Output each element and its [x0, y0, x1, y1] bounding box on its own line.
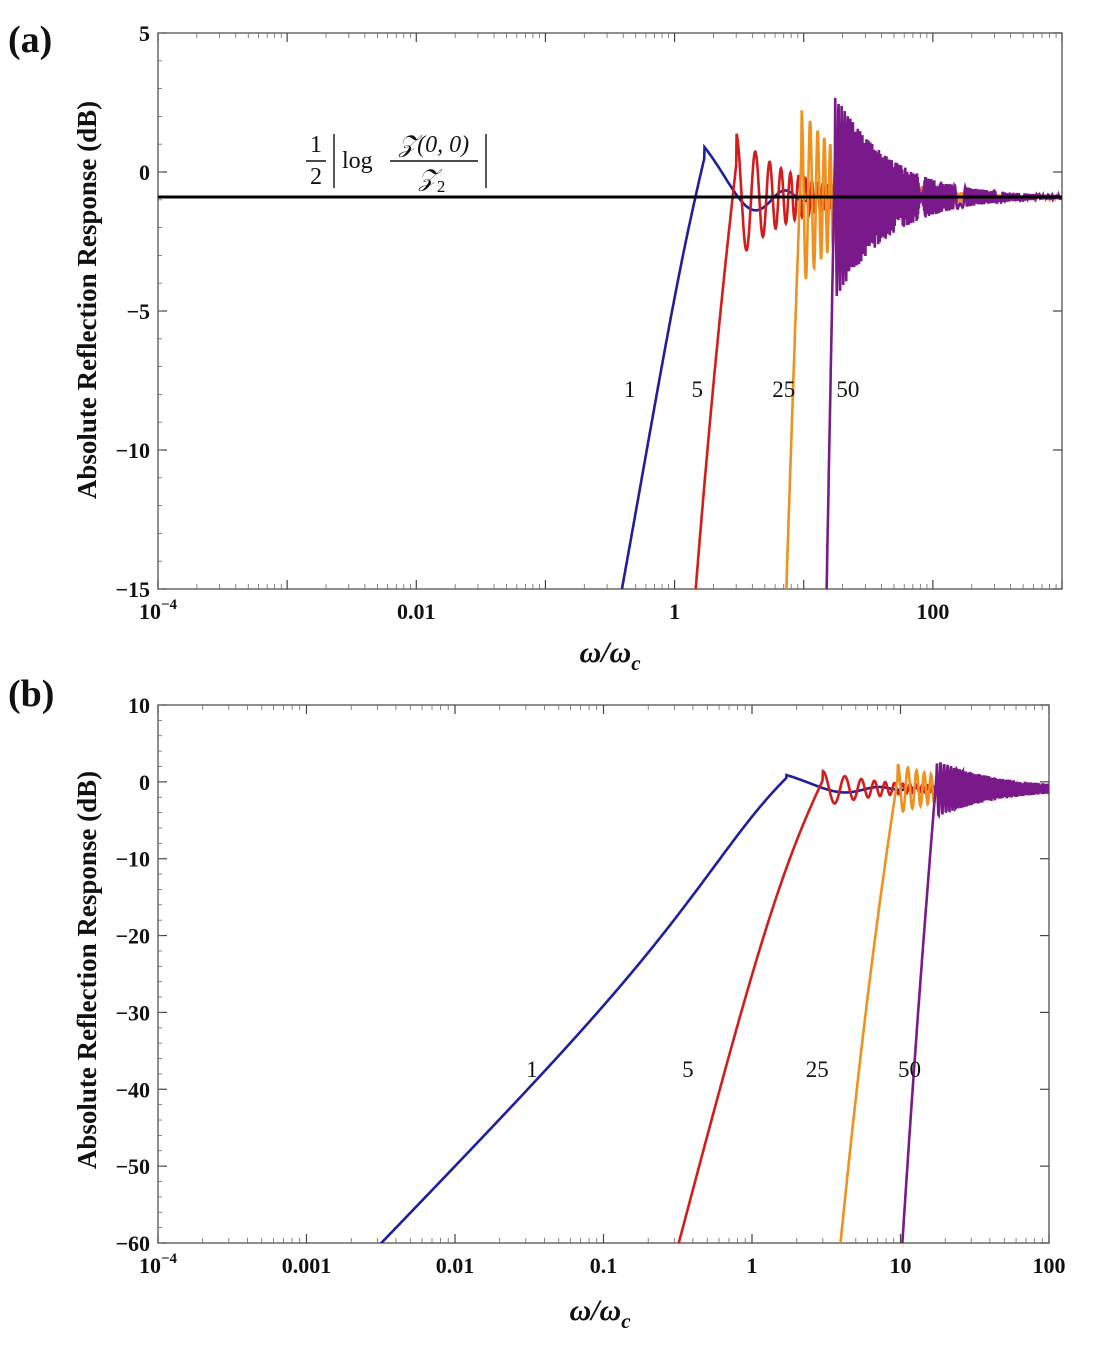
panel-b-x-ticks: 10−4 0.001 0.01 0.1 1 10 100	[139, 705, 1066, 1278]
panel-b-y-ticks: 10 0 −10 −20 −30 −40 −50 −60	[115, 693, 1049, 1256]
panel-b: (b) 100−10−20−30−40−50−60 10−4 0.001 0.01 0…	[8, 673, 1066, 1333]
annotation-denominator: 𝒵2	[418, 166, 446, 196]
x-tick-label: 10−4	[139, 597, 178, 624]
y-tick-label: 0	[139, 770, 150, 795]
x-tick-label: 100	[1033, 1253, 1066, 1278]
panel-a-asymptote-annotation: 1 2 log 𝒵(0, 0) 𝒵2	[306, 132, 487, 196]
y-tick-label: −10	[115, 438, 150, 463]
panel-a-y-ticks: 50−5−10−15	[115, 21, 1062, 602]
panel-b-y-axis-label: Absolute Reflection Response (dB)	[72, 771, 102, 1169]
y-tick-label: −15	[115, 577, 150, 602]
annotation-numerator: 𝒵(0, 0)	[398, 132, 469, 158]
x-tick-label: 1	[669, 599, 680, 624]
y-tick-label: −20	[115, 924, 150, 949]
series-line-50	[901, 762, 1049, 1243]
curve-label-50: 50	[836, 377, 859, 402]
y-tick-label: −5	[126, 299, 150, 324]
curve-label-1: 1	[526, 1057, 538, 1082]
curve-label-5: 5	[682, 1057, 694, 1082]
curve-label-25: 25	[806, 1057, 829, 1082]
panel-b-curve-labels: 1 5 25 50	[526, 1057, 921, 1082]
y-tick-label: −40	[115, 1077, 150, 1102]
panel-a: (a) 50−5−10−15 10−4 0.01 1 100 1 5 25 50 1 2 l…	[8, 19, 1063, 675]
y-tick-label: 5	[139, 21, 150, 46]
x-tick-label: 0.001	[282, 1253, 332, 1278]
series-line-25	[839, 763, 1049, 1243]
panel-a-x-ticks: 10−4 0.01 1 100	[139, 33, 1063, 624]
x-tick-label: 0.01	[436, 1253, 475, 1278]
y-tick-label: −50	[115, 1154, 150, 1179]
curve-label-25: 25	[772, 377, 795, 402]
annotation-fraction-denominator: 2	[310, 164, 322, 190]
panel-a-x-axis-label: ω/ωc	[579, 636, 641, 675]
annotation-log: log	[342, 148, 373, 174]
panel-a-frame	[157, 32, 1063, 590]
y-tick-label: −10	[115, 847, 150, 872]
panel-b-curves	[379, 762, 1049, 1243]
x-tick-label: 100	[916, 599, 949, 624]
annotation-fraction-numerator: 1	[310, 132, 322, 158]
curve-label-50: 50	[898, 1057, 921, 1082]
series-line-50	[825, 97, 1062, 589]
curve-label-5: 5	[692, 377, 704, 402]
x-tick-label: 10	[890, 1253, 912, 1278]
y-tick-label: 10	[128, 693, 150, 718]
y-tick-label: −30	[115, 1000, 150, 1025]
series-line-1	[379, 773, 1049, 1243]
x-tick-label: 1	[747, 1253, 758, 1278]
panel-a-curves	[620, 97, 1062, 589]
series-line-5	[677, 769, 1049, 1243]
panel-b-x-axis-label: ω/ωc	[569, 1294, 631, 1333]
y-tick-label: 0	[139, 160, 150, 185]
x-tick-label: 0.01	[397, 599, 436, 624]
y-tick-label: −60	[115, 1231, 150, 1256]
panel-a-y-axis-label: Absolute Reflection Response (dB)	[72, 101, 102, 499]
curve-label-1: 1	[624, 377, 636, 402]
panel-a-curve-labels: 1 5 25 50	[624, 377, 859, 402]
x-tick-label: 10−4	[139, 1251, 178, 1278]
panel-b-label: (b)	[8, 673, 54, 715]
x-tick-label: 0.1	[590, 1253, 618, 1278]
panel-a-label: (a)	[8, 19, 52, 61]
